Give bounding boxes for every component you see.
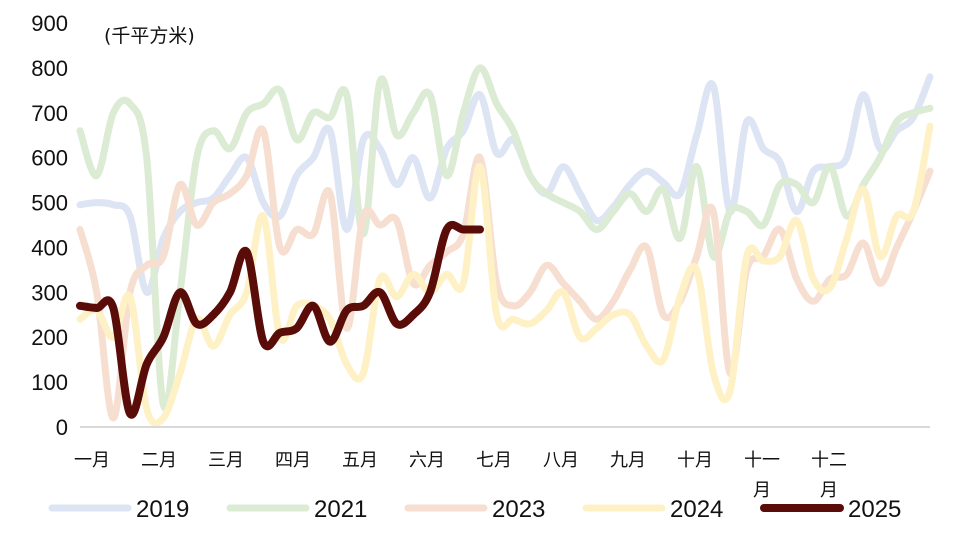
series-line-2025 (76, 220, 484, 419)
y-tick-label: 900 (31, 11, 68, 36)
x-tick-label: 十二月 (811, 450, 847, 501)
series-line-2023 (76, 125, 934, 422)
series-line-2019 (76, 73, 934, 296)
y-tick-label: 0 (56, 415, 68, 440)
y-tick-label: 100 (31, 370, 68, 395)
x-tick-label: 一月 (74, 450, 110, 471)
x-tick-label: 十一月 (744, 450, 780, 501)
x-tick-label: 六月 (409, 450, 445, 471)
legend-item-2024: 2024 (582, 496, 723, 523)
series-lines (76, 64, 934, 427)
y-tick-label: 300 (31, 280, 68, 305)
x-tick-label: 十月 (677, 450, 713, 471)
x-tick-label: 八月 (543, 450, 579, 471)
y-tick-label: 800 (31, 56, 68, 81)
x-tick-label: 七月 (476, 450, 512, 471)
y-tick-label: 700 (31, 101, 68, 126)
x-tick-label: 九月 (610, 450, 646, 471)
legend-label: 2021 (314, 496, 367, 523)
legend-item-2019: 2019 (48, 496, 189, 523)
unit-label: (千平方米) (104, 25, 195, 47)
y-tick-label: 200 (31, 325, 68, 350)
y-axis-ticks: 0 100 200 300 400 500 600 700 800 900 (31, 11, 68, 440)
y-tick-label: 600 (31, 146, 68, 171)
legend-label: 2019 (136, 496, 189, 523)
series-line-2021 (76, 64, 934, 412)
legend-label: 2023 (492, 496, 545, 523)
legend-item-2023: 2023 (404, 496, 545, 523)
legend-item-2025: 2025 (760, 496, 901, 523)
legend-label: 2024 (670, 496, 723, 523)
x-tick-label: 四月 (275, 450, 311, 471)
x-tick-label: 二月 (141, 450, 177, 471)
y-tick-label: 400 (31, 235, 68, 260)
legend: 2019 2021 2023 2024 2025 (48, 496, 901, 523)
series-line-2024 (76, 122, 934, 427)
x-tick-label: 三月 (208, 450, 244, 471)
legend-item-2021: 2021 (226, 496, 367, 523)
legend-label: 2025 (848, 496, 901, 523)
x-tick-label: 五月 (342, 450, 378, 471)
y-tick-label: 500 (31, 191, 68, 216)
